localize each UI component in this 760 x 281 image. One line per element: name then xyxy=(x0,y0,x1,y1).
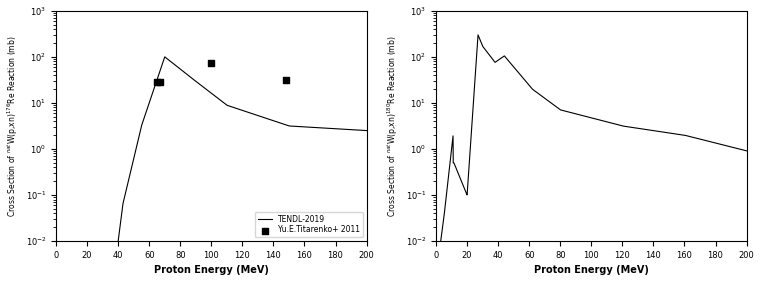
TENDL-2019 xyxy=(113,239,122,243)
TENDL-2019 xyxy=(553,106,562,110)
TENDL-2019 xyxy=(742,149,751,153)
TENDL-2019 xyxy=(355,128,364,132)
TENDL-2019 xyxy=(235,108,244,111)
TENDL-2019 xyxy=(228,105,237,109)
X-axis label: Proton Energy (MeV): Proton Energy (MeV) xyxy=(534,266,649,275)
Yu.E.Titarenko+ 2011 xyxy=(151,80,163,85)
TENDL-2019 xyxy=(473,33,483,37)
TENDL-2019 xyxy=(362,129,371,132)
TENDL-2019 xyxy=(436,239,445,243)
TENDL-2019 xyxy=(736,148,746,151)
TENDL-2019 xyxy=(160,55,169,58)
Yu.E.Titarenko+ 2011 xyxy=(280,77,292,82)
TENDL-2019 xyxy=(489,59,499,62)
X-axis label: Proton Energy (MeV): Proton Energy (MeV) xyxy=(154,266,269,275)
TENDL-2019 xyxy=(703,139,712,143)
TENDL-2019 xyxy=(567,111,576,114)
TENDL-2019 xyxy=(309,126,318,129)
Y-axis label: Cross Section of $^{nat}$W(p,xn)$^{180}$Re Reaction (mb): Cross Section of $^{nat}$W(p,xn)$^{180}$… xyxy=(385,35,400,217)
Yu.E.Titarenko+ 2011 xyxy=(205,60,217,65)
Yu.E.Titarenko+ 2011 xyxy=(154,80,166,85)
Legend: TENDL-2019, Yu.E.Titarenko+ 2011: TENDL-2019, Yu.E.Titarenko+ 2011 xyxy=(255,212,363,237)
Line: TENDL-2019: TENDL-2019 xyxy=(118,57,366,241)
TENDL-2019 xyxy=(355,128,364,132)
Line: TENDL-2019: TENDL-2019 xyxy=(441,35,746,241)
TENDL-2019 xyxy=(126,169,135,172)
Y-axis label: Cross Section of $^{nat}$W(p,xn)$^{176}$Re Reaction (mb): Cross Section of $^{nat}$W(p,xn)$^{176}$… xyxy=(5,35,20,217)
TENDL-2019 xyxy=(471,68,480,72)
